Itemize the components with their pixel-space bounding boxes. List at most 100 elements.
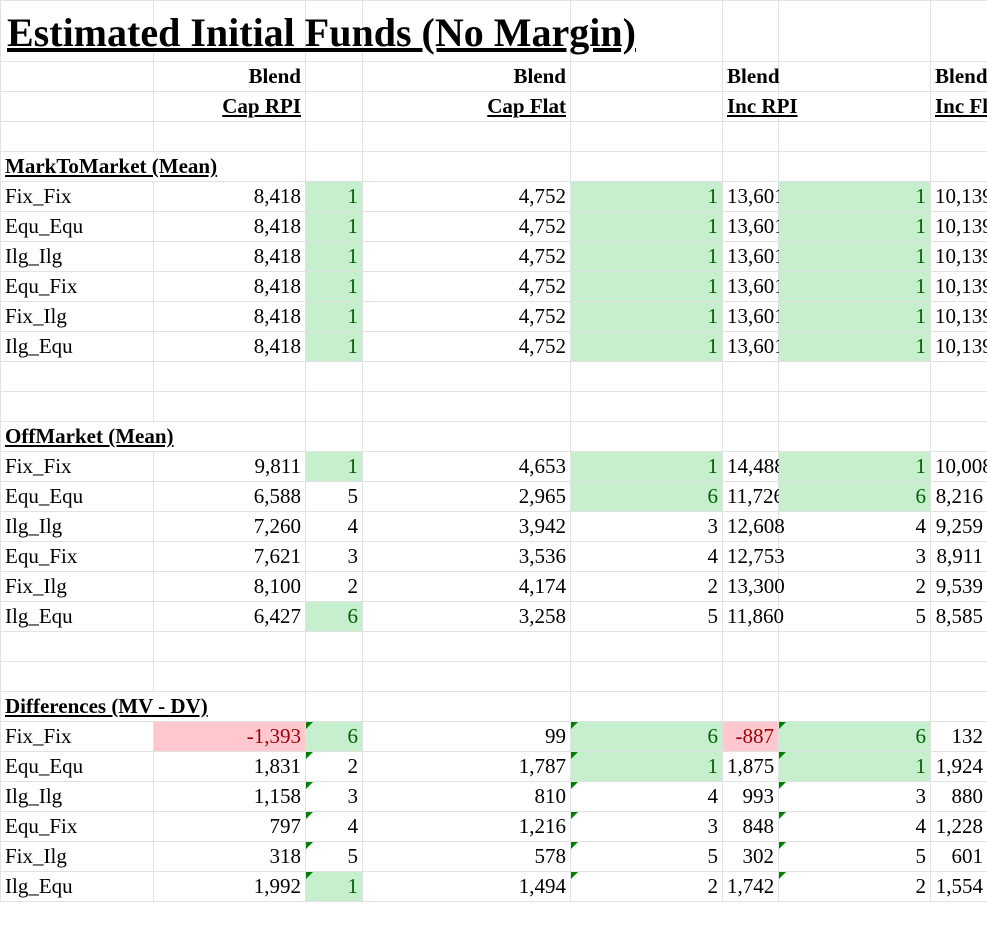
rank-cell[interactable]: 1 bbox=[778, 241, 931, 272]
empty-cell[interactable] bbox=[570, 361, 723, 392]
row-label[interactable]: Ilg_Ilg bbox=[0, 511, 154, 542]
rank-cell[interactable]: 6 bbox=[305, 601, 363, 632]
rank-cell[interactable]: 2 bbox=[778, 871, 931, 902]
value-cell[interactable]: 4,752 bbox=[362, 241, 571, 272]
section-title[interactable]: Differences (MV - DV) bbox=[0, 691, 306, 722]
empty-cell[interactable] bbox=[570, 61, 723, 92]
row-label[interactable]: Equ_Fix bbox=[0, 811, 154, 842]
row-label[interactable]: Ilg_Ilg bbox=[0, 241, 154, 272]
empty-cell[interactable] bbox=[722, 151, 779, 182]
value-cell[interactable]: 12,753 bbox=[722, 541, 785, 572]
empty-cell[interactable] bbox=[570, 91, 723, 122]
rank-cell[interactable]: 1 bbox=[305, 271, 363, 302]
rank-cell[interactable]: 6 bbox=[778, 481, 931, 512]
empty-cell[interactable] bbox=[930, 391, 987, 422]
value-cell[interactable]: 13,601 bbox=[722, 301, 785, 332]
rank-cell[interactable]: 3 bbox=[778, 781, 931, 812]
empty-cell[interactable] bbox=[570, 151, 723, 182]
row-label[interactable]: Fix_Fix bbox=[0, 721, 154, 752]
rank-cell[interactable]: 1 bbox=[570, 211, 723, 242]
row-label[interactable]: Ilg_Equ bbox=[0, 331, 154, 362]
rank-cell[interactable]: 1 bbox=[570, 181, 723, 212]
rank-cell[interactable]: 1 bbox=[570, 241, 723, 272]
value-cell[interactable]: 8,100 bbox=[153, 571, 306, 602]
value-cell[interactable]: 318 bbox=[153, 841, 306, 872]
row-label[interactable]: Fix_Ilg bbox=[0, 841, 154, 872]
value-cell[interactable]: 13,601 bbox=[722, 181, 785, 212]
rank-cell[interactable]: 1 bbox=[778, 271, 931, 302]
value-cell[interactable]: 3,942 bbox=[362, 511, 571, 542]
value-cell[interactable]: 2,965 bbox=[362, 481, 571, 512]
rank-cell[interactable]: 2 bbox=[570, 571, 723, 602]
value-cell[interactable]: 8,418 bbox=[153, 181, 306, 212]
value-cell[interactable]: 578 bbox=[362, 841, 571, 872]
empty-cell[interactable] bbox=[153, 391, 306, 422]
column-header-line2[interactable]: Inc Flat bbox=[930, 91, 987, 122]
empty-cell[interactable] bbox=[778, 631, 931, 662]
value-cell[interactable]: 8,418 bbox=[153, 241, 306, 272]
value-cell[interactable]: 3,258 bbox=[362, 601, 571, 632]
value-cell[interactable]: 13,300 bbox=[722, 571, 785, 602]
empty-cell[interactable] bbox=[930, 661, 987, 692]
value-cell[interactable]: 1,787 bbox=[362, 751, 571, 782]
rank-cell[interactable]: 1 bbox=[778, 181, 931, 212]
empty-cell[interactable] bbox=[305, 661, 363, 692]
column-header-line1[interactable]: Blend bbox=[722, 61, 780, 92]
column-header-line2[interactable]: Inc RPI bbox=[722, 91, 798, 122]
rank-cell[interactable]: 6 bbox=[570, 721, 723, 752]
row-label[interactable]: Equ_Fix bbox=[0, 541, 154, 572]
rank-cell[interactable]: 1 bbox=[570, 271, 723, 302]
empty-cell[interactable] bbox=[305, 361, 363, 392]
rank-cell[interactable]: 6 bbox=[778, 721, 931, 752]
empty-cell[interactable] bbox=[778, 391, 931, 422]
empty-cell[interactable] bbox=[153, 121, 306, 152]
value-cell[interactable]: 797 bbox=[153, 811, 306, 842]
empty-cell[interactable] bbox=[930, 691, 987, 722]
value-cell[interactable]: 11,726 bbox=[722, 481, 784, 512]
value-cell[interactable]: 13,601 bbox=[722, 241, 785, 272]
row-label[interactable]: Ilg_Ilg bbox=[0, 781, 154, 812]
rank-cell[interactable]: 1 bbox=[305, 871, 363, 902]
rank-cell[interactable]: 5 bbox=[778, 841, 931, 872]
value-cell[interactable]: 848 bbox=[722, 811, 779, 842]
rank-cell[interactable]: 3 bbox=[305, 781, 363, 812]
empty-cell[interactable] bbox=[570, 391, 723, 422]
value-cell[interactable]: 1,158 bbox=[153, 781, 306, 812]
rank-cell[interactable]: 4 bbox=[305, 811, 363, 842]
value-cell[interactable]: 880 bbox=[930, 781, 987, 812]
empty-cell[interactable] bbox=[722, 0, 779, 62]
column-header-line1[interactable]: Blend bbox=[930, 61, 987, 92]
empty-cell[interactable] bbox=[305, 391, 363, 422]
value-cell[interactable]: 10,139 bbox=[930, 181, 987, 212]
rank-cell[interactable]: 1 bbox=[305, 331, 363, 362]
empty-cell[interactable] bbox=[778, 121, 931, 152]
value-cell[interactable]: -1,393 bbox=[153, 721, 306, 752]
empty-cell[interactable] bbox=[778, 0, 931, 62]
empty-cell[interactable] bbox=[305, 631, 363, 662]
empty-cell[interactable] bbox=[362, 0, 571, 62]
empty-cell[interactable] bbox=[362, 391, 571, 422]
rank-cell[interactable]: 1 bbox=[778, 331, 931, 362]
value-cell[interactable]: 7,621 bbox=[153, 541, 306, 572]
rank-cell[interactable]: 5 bbox=[305, 841, 363, 872]
rank-cell[interactable]: 1 bbox=[570, 451, 723, 482]
value-cell[interactable]: 302 bbox=[722, 841, 779, 872]
rank-cell[interactable]: 6 bbox=[305, 721, 363, 752]
empty-cell[interactable] bbox=[305, 421, 363, 452]
empty-cell[interactable] bbox=[0, 91, 154, 122]
value-cell[interactable]: 9,539 bbox=[930, 571, 987, 602]
empty-cell[interactable] bbox=[0, 391, 154, 422]
rank-cell[interactable]: 1 bbox=[570, 751, 723, 782]
rank-cell[interactable]: 5 bbox=[305, 481, 363, 512]
value-cell[interactable]: 4,653 bbox=[362, 451, 571, 482]
rank-cell[interactable]: 1 bbox=[305, 241, 363, 272]
empty-cell[interactable] bbox=[570, 631, 723, 662]
row-label[interactable]: Fix_Fix bbox=[0, 181, 154, 212]
empty-cell[interactable] bbox=[305, 91, 363, 122]
row-label[interactable]: Fix_Fix bbox=[0, 451, 154, 482]
rank-cell[interactable]: 5 bbox=[570, 601, 723, 632]
rank-cell[interactable]: 5 bbox=[570, 841, 723, 872]
empty-cell[interactable] bbox=[153, 661, 306, 692]
rank-cell[interactable]: 1 bbox=[305, 301, 363, 332]
empty-cell[interactable] bbox=[778, 151, 931, 182]
